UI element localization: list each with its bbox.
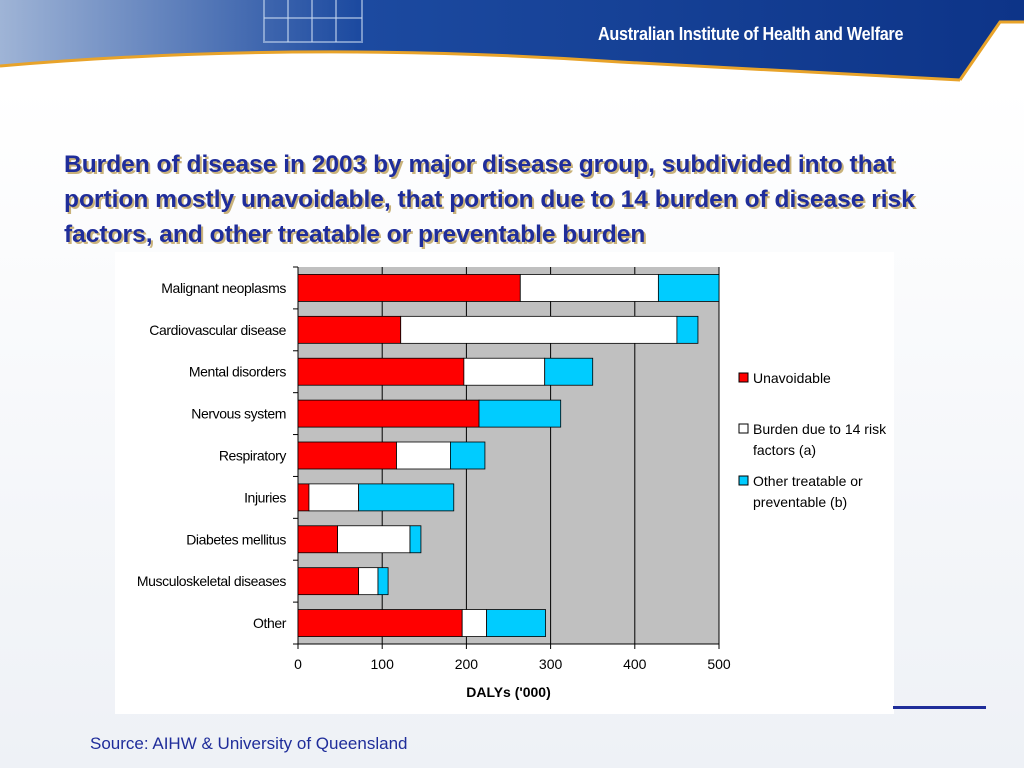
bar-segment bbox=[377, 567, 389, 596]
legend-label-line: Other treatable or bbox=[753, 473, 863, 489]
category-label: Mental disorders bbox=[189, 364, 286, 380]
category-label: Diabetes mellitus bbox=[186, 531, 286, 547]
category-label: Cardiovascular disease bbox=[149, 322, 286, 338]
bar-segment bbox=[450, 441, 486, 470]
legend-swatch bbox=[738, 423, 749, 434]
x-tick-label: 100 bbox=[371, 656, 395, 672]
bar-segment bbox=[337, 525, 411, 554]
legend-label-line: Unavoidable bbox=[753, 370, 831, 386]
bar-segment bbox=[676, 315, 699, 344]
bar-segment bbox=[308, 483, 360, 512]
bar-segment bbox=[409, 525, 422, 554]
bar-segment bbox=[400, 315, 678, 344]
bar-segment bbox=[358, 483, 455, 512]
header-banner bbox=[0, 0, 1024, 82]
bar-segment bbox=[297, 441, 397, 470]
legend-label-line: Burden due to 14 risk bbox=[753, 421, 887, 437]
x-tick-label: 200 bbox=[455, 656, 479, 672]
bar-segment bbox=[463, 357, 546, 386]
stacked-bar-chart: 0 100 200 300 400 500 Malignant neoplasms Cardi… bbox=[137, 266, 887, 700]
bar-segment bbox=[297, 274, 521, 302]
bar-segment bbox=[297, 525, 338, 554]
category-label: Respiratory bbox=[219, 448, 287, 464]
x-tick-label: 500 bbox=[707, 656, 731, 672]
legend-swatch bbox=[738, 372, 749, 383]
legend-label-line: factors (a) bbox=[753, 442, 816, 458]
chart-panel: 0 100 200 300 400 500 Malignant neoplasms Cardi… bbox=[115, 252, 894, 714]
x-tick-label: 300 bbox=[539, 656, 563, 672]
bar-segment bbox=[297, 357, 465, 386]
bar-segment bbox=[297, 567, 360, 596]
bar-segment bbox=[544, 357, 594, 386]
bar-segment bbox=[657, 274, 720, 302]
legend-label: Burden due to 14 risk factors (a) bbox=[753, 421, 887, 458]
bar-segment bbox=[358, 567, 379, 596]
category-label: Nervous system bbox=[191, 406, 286, 422]
bar-segment bbox=[396, 441, 451, 470]
category-label: Musculoskeletal diseases bbox=[137, 573, 287, 589]
bar-segment bbox=[297, 315, 402, 344]
bar-segment bbox=[297, 399, 480, 428]
organization-name: Australian Institute of Health and Welfa… bbox=[598, 24, 904, 44]
x-tick-label: 0 bbox=[294, 656, 302, 672]
bar-segment bbox=[461, 609, 488, 637]
legend-swatch bbox=[738, 475, 749, 486]
slide-title: Burden of disease in 2003 by major disea… bbox=[64, 151, 915, 248]
bar-segment bbox=[478, 399, 562, 428]
accent-rule bbox=[893, 706, 986, 709]
legend-label: Other treatable or preventable (b) bbox=[753, 473, 863, 510]
category-label: Injuries bbox=[244, 489, 286, 505]
category-label: Malignant neoplasms bbox=[161, 280, 286, 296]
bar-segment bbox=[486, 609, 546, 637]
bar-segment bbox=[297, 483, 310, 512]
source-note: Source: AIHW & University of Queensland bbox=[90, 734, 408, 753]
category-label: Other bbox=[253, 615, 287, 631]
legend-label-line: preventable (b) bbox=[753, 494, 847, 510]
legend-label: Unavoidable bbox=[753, 370, 831, 386]
x-axis-label: DALYs ('000) bbox=[466, 684, 551, 700]
bar-segment bbox=[297, 609, 463, 637]
x-tick-label: 400 bbox=[623, 656, 647, 672]
bar-segment bbox=[519, 274, 659, 302]
